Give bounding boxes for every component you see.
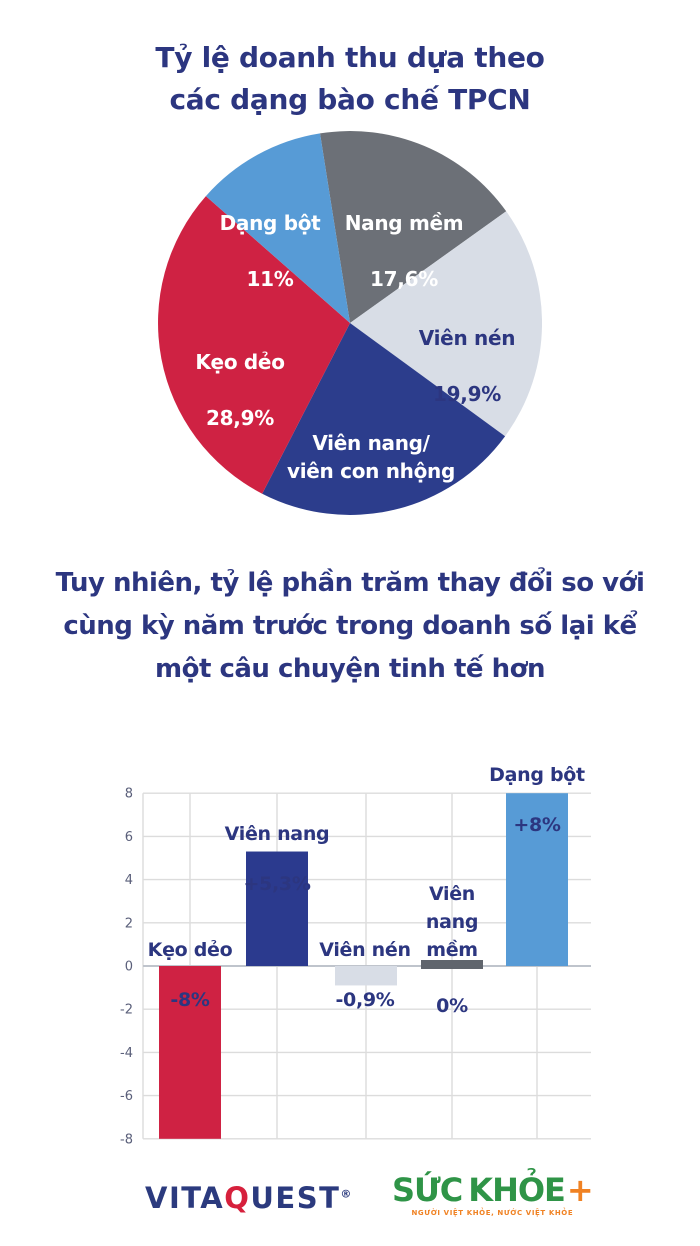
suckhoe-word-1: SỨC [392, 1171, 463, 1209]
pie-slice-value: 17,6% [370, 267, 438, 291]
svg-text:-8: -8 [120, 1132, 133, 1147]
pie-slice-name: Nang mềm [344, 211, 464, 235]
plus-icon: + [566, 1171, 594, 1209]
pie-chart [158, 131, 542, 515]
bar-category: Viên nén [319, 939, 411, 961]
bar-value: +5,3% [243, 873, 311, 895]
vitaquest-q-icon: Q [224, 1181, 251, 1215]
pie-slice-name: Dạng bột [219, 211, 321, 235]
pie-slice-name: Kẹo dẻo [195, 350, 285, 374]
suckhoe-wordmark: SỨC KHỎE+ [392, 1171, 594, 1209]
svg-text:2: 2 [125, 916, 133, 931]
pie-slice-name: Viên nang/ viên con nhộng [286, 431, 456, 483]
pie-slice-label-nang-mem: Nang mềm 17,6% [345, 181, 464, 293]
bar-category: Kẹo dẻo [147, 939, 233, 961]
pie-slice-label-dang-bot: Dạng bột 11% [220, 181, 321, 293]
svg-text:-2: -2 [120, 1003, 133, 1018]
bar-category: Viên nang mềm [425, 883, 479, 961]
suckhoe-logo: SỨC KHỎE+ NGƯỜI VIỆT KHỎE, NƯỚC VIỆT KHỎE [392, 1171, 594, 1217]
bar-label-dang-bot: Dạng bột +8% [489, 738, 585, 863]
bar-value: -8% [170, 989, 210, 1011]
pie-slice-value: 28,9% [206, 406, 274, 430]
bar-value: 0% [436, 995, 468, 1017]
suckhoe-word-2: KHỎE [468, 1171, 566, 1209]
svg-text:8: 8 [125, 787, 133, 802]
bar-label-vien-nang: Viên nang +5,3% [225, 797, 330, 922]
suckhoe-tagline: NGƯỜI VIỆT KHỎE, NƯỚC VIỆT KHỎE [411, 1209, 574, 1217]
bar-value: +8% [513, 814, 561, 836]
pie-chart-title: Tỷ lệ doanh thu dựa theo các dạng bào ch… [155, 41, 545, 116]
pie-slice-label-keo-deo: Kẹo dẻo 28,9% [195, 320, 285, 432]
bar-label-vien-nang-mem: Viên nang mềm 0% [425, 852, 479, 1048]
registered-mark-icon: ® [340, 1187, 352, 1201]
vitaquest-text-2: UEST [250, 1181, 341, 1215]
bar-chart-subtitle: Tuy nhiên, tỷ lệ phần trăm thay đổi so v… [55, 568, 645, 684]
pie-slice-value: 11% [246, 267, 294, 291]
vitaquest-text-1: VITA [145, 1181, 225, 1215]
bar-label-vien-nen: Viên nén -0,9% [319, 913, 411, 1038]
pie-slice-label-vien-nen: Viên nén 19,9% [418, 296, 516, 408]
bar-category: Dạng bột [489, 764, 585, 786]
pie-slice-label-vien-nang: Viên nang/ viên con nhộng 22,5% [287, 401, 455, 541]
svg-text:0: 0 [125, 960, 133, 975]
svg-text:-4: -4 [120, 1046, 133, 1061]
svg-text:4: 4 [125, 873, 133, 888]
svg-text:-6: -6 [120, 1089, 133, 1104]
pie-slice-value: 19,9% [433, 382, 501, 406]
bar-label-keo-deo: Kẹo dẻo -8% [148, 913, 233, 1038]
bar-chart: 8 6 4 2 0 -2 -4 -6 -8 [120, 787, 591, 1147]
svg-text:6: 6 [125, 830, 133, 845]
vitaquest-logo: VITAQUEST® [145, 1181, 351, 1215]
pie-slice-value: 22,5% [337, 515, 405, 539]
bar-value: -0,9% [335, 989, 395, 1011]
pie-slice-name: Viên nén [418, 326, 516, 350]
bar-category: Viên nang [224, 823, 330, 845]
